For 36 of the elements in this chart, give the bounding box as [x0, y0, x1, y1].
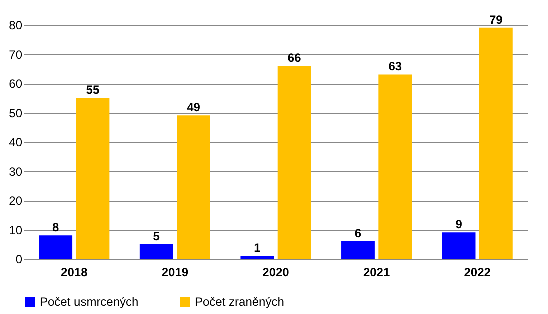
x-tick-label: 2020 — [262, 266, 290, 280]
x-tick-label: 2019 — [162, 266, 189, 280]
bar — [76, 98, 110, 259]
bar — [39, 236, 73, 259]
data-label: 63 — [388, 60, 402, 74]
y-tick-label: 50 — [9, 106, 23, 120]
bar — [342, 241, 375, 259]
y-tick-label: 30 — [9, 164, 23, 179]
y-tick-label: 0 — [16, 252, 23, 266]
y-tick-label: 10 — [9, 223, 23, 238]
bar — [240, 256, 274, 259]
data-label: 9 — [456, 218, 463, 232]
bar — [378, 74, 412, 259]
bar — [140, 244, 174, 259]
data-label: 6 — [354, 226, 362, 240]
x-tick-label: 2022 — [464, 266, 492, 280]
bar — [177, 116, 210, 259]
data-label: 66 — [288, 50, 302, 65]
data-label: 1 — [254, 241, 262, 256]
y-tick-label: 20 — [9, 194, 23, 208]
y-tick-label: 60 — [9, 77, 23, 91]
data-label: 49 — [187, 100, 201, 115]
legend-label: Počet usmrcených — [40, 295, 139, 309]
y-tick-label: 70 — [9, 48, 23, 62]
y-tick-label: 80 — [9, 18, 23, 32]
data-label: 55 — [86, 83, 100, 98]
x-tick-label: 2018 — [61, 266, 88, 280]
bar — [442, 232, 476, 259]
data-label: 8 — [52, 220, 60, 235]
y-tick-label: 40 — [9, 136, 23, 150]
legend-label: Počet zraněných — [195, 295, 284, 309]
bar — [479, 28, 513, 259]
data-label: 5 — [153, 229, 160, 244]
bar — [278, 66, 312, 259]
data-label: 79 — [489, 12, 504, 27]
x-tick-label: 2021 — [363, 266, 390, 280]
